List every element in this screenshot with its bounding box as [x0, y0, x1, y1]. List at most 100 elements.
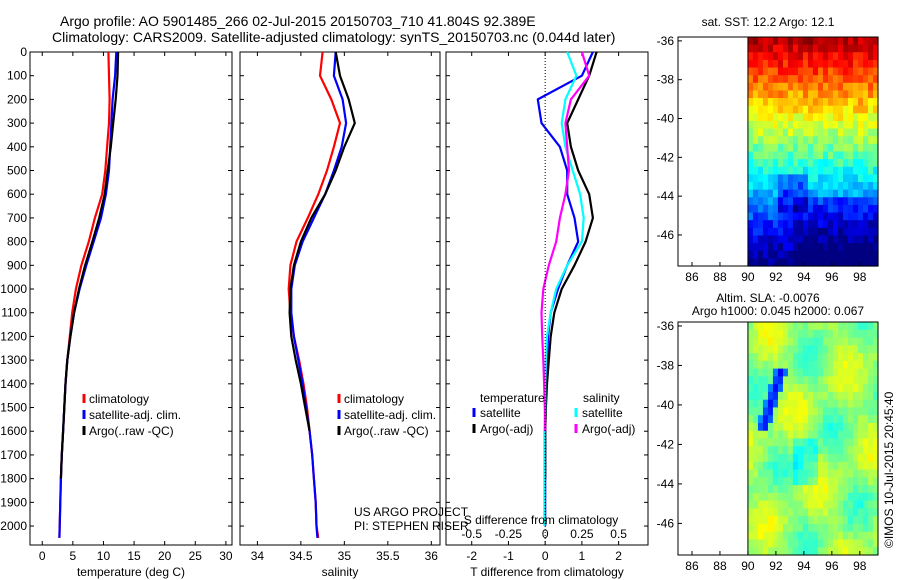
sst-map-cell	[862, 105, 869, 114]
sst-map-cell	[767, 182, 774, 191]
sla-map-cell	[802, 500, 809, 509]
sst-map-cell	[752, 258, 759, 267]
sst-map-cell	[817, 220, 824, 229]
sla-map-cell	[762, 485, 769, 494]
temperature-ytick-label: 1000	[0, 282, 27, 296]
sst-map-cell	[777, 59, 784, 69]
sst-map-cell	[757, 113, 764, 122]
sla-map-cell	[747, 461, 754, 471]
sla-map-cell	[837, 454, 844, 463]
sst-map-cell	[782, 37, 789, 46]
sla-map-cell	[752, 376, 759, 385]
sla-map-cell	[757, 376, 764, 385]
sla-map-cell	[837, 539, 844, 548]
sla-map-cell	[752, 547, 759, 556]
sla-map-cell	[873, 492, 879, 502]
sla-map-cell	[832, 477, 839, 486]
sst-map-cell	[782, 235, 789, 244]
sla-map-cell	[757, 547, 764, 556]
sst-map-cell	[827, 128, 834, 137]
sst-map-ytick-label: -38	[657, 73, 675, 87]
sst-map-cell	[817, 212, 824, 221]
temperature-ytick-label: 200	[7, 92, 27, 106]
sla-map-cell	[762, 516, 769, 525]
sst-map-cell	[837, 37, 844, 46]
sst-map-cell	[787, 151, 794, 160]
sla-map-cell	[832, 539, 839, 548]
sst-map-cell	[832, 212, 839, 221]
sla-map-cell	[867, 492, 874, 502]
sla-map-cell	[873, 454, 879, 463]
sla-map-cell	[817, 353, 824, 362]
sst-map-cell	[767, 59, 774, 69]
sla-map-cell	[802, 345, 809, 354]
sla-map-cell	[772, 523, 779, 533]
sla-map-cell	[757, 461, 764, 471]
sst-map-cell	[812, 67, 819, 76]
sla-map-cell	[752, 523, 759, 533]
sla-map-cell	[812, 384, 819, 393]
sla-map-cell	[757, 454, 764, 463]
sst-map-cell	[772, 44, 779, 53]
sla-map-cell	[822, 353, 829, 362]
sst-map-cell	[767, 174, 774, 183]
sla-map-cell	[802, 485, 809, 494]
sst-map-cell	[822, 258, 829, 267]
sla-map-cell	[772, 461, 779, 471]
sst-map-cell	[807, 113, 814, 122]
sst-map-cell	[757, 227, 764, 237]
sla-map-cell	[792, 407, 799, 416]
sla-map-cell	[807, 547, 814, 556]
sla-map-cell	[832, 446, 839, 455]
sst-map-cell	[842, 59, 849, 69]
sst-map-cell	[873, 52, 879, 61]
sst-map-cell	[822, 159, 829, 168]
sst-map-cell	[852, 189, 859, 198]
sst-map-cell	[787, 189, 794, 198]
sst-map-cell	[757, 59, 764, 69]
difference-frame	[445, 51, 649, 546]
sla-map-cell	[862, 322, 869, 331]
sst-map-cell	[782, 204, 789, 214]
sla-map-cell	[832, 353, 839, 362]
sst-map-cell	[782, 44, 789, 53]
sla-map-cell	[837, 337, 844, 346]
sst-map-cell	[873, 220, 879, 229]
sla-map-cell	[867, 469, 874, 478]
sst-map-cell	[832, 59, 839, 69]
sla-map-cell	[747, 454, 754, 463]
sla-map-cell	[873, 415, 879, 424]
sla-map-cell	[747, 446, 754, 455]
sst-map-cell	[792, 82, 799, 92]
sla-map-cell	[862, 407, 869, 416]
sla-map-cell	[752, 322, 759, 331]
sst-map-cell	[762, 120, 769, 130]
sst-map-cell	[797, 105, 804, 114]
sst-map-cell	[747, 90, 754, 99]
sst-map-cell	[837, 59, 844, 69]
sla-map-cell	[852, 353, 859, 362]
sst-map-cell	[812, 113, 819, 122]
difference-xlabel: T difference from climatology	[470, 565, 624, 579]
sst-map-cell	[873, 189, 879, 198]
sla-map-cell	[862, 539, 869, 548]
sla-map-cell	[852, 531, 859, 541]
sst-map-cell	[787, 82, 794, 92]
sla-map-cell	[747, 353, 754, 362]
sst-map-cell	[807, 166, 814, 175]
sla-map-cell	[827, 407, 834, 416]
sst-map-cell	[867, 105, 874, 114]
sst-map-cell	[787, 159, 794, 168]
sla-map-cell	[857, 539, 864, 548]
sla-map-cell	[747, 360, 754, 370]
sst-map-cell	[847, 136, 854, 145]
sla-map-cell	[842, 360, 849, 370]
sst-map-cell	[802, 220, 809, 229]
sla-map-cell	[757, 337, 764, 346]
sla-map-cell	[777, 454, 784, 463]
sla-map-cell	[772, 492, 779, 502]
difference-xtick-label: 1	[579, 549, 586, 563]
sla-map-cell	[772, 430, 779, 440]
sst-map-cell	[762, 75, 769, 84]
sst-map-cell	[802, 212, 809, 221]
